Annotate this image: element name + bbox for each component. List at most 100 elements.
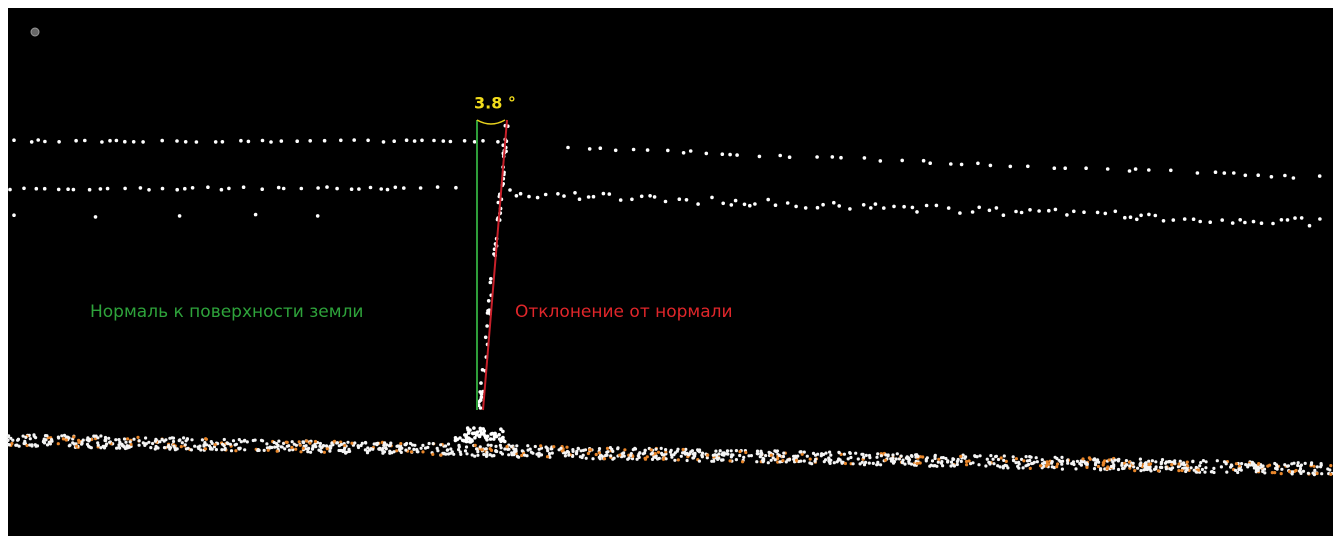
point (672, 453, 675, 456)
view-indicator (31, 28, 39, 36)
point (1216, 459, 1219, 462)
point (942, 456, 945, 459)
point (246, 440, 249, 443)
point (697, 449, 700, 452)
point (254, 439, 257, 442)
point (721, 152, 725, 156)
point (171, 436, 174, 439)
point (950, 461, 953, 464)
point (230, 449, 233, 452)
point (261, 139, 265, 143)
point (308, 139, 312, 143)
point (226, 441, 229, 444)
point (163, 446, 166, 449)
point (956, 463, 959, 466)
point (1082, 210, 1086, 214)
point (536, 196, 540, 200)
point (1020, 211, 1024, 215)
point (821, 203, 825, 207)
point (456, 438, 460, 442)
point (48, 441, 51, 444)
point (700, 454, 703, 457)
point (622, 451, 625, 454)
point (1304, 462, 1307, 465)
point (485, 453, 488, 456)
point (1108, 458, 1111, 461)
point (490, 444, 493, 447)
point (419, 186, 423, 190)
point (308, 442, 311, 445)
point (956, 460, 959, 463)
point (305, 439, 308, 442)
point (463, 433, 467, 437)
point (1307, 472, 1310, 475)
point (1037, 209, 1041, 213)
point (900, 455, 903, 458)
point (953, 464, 956, 467)
point (385, 447, 388, 450)
point (1196, 171, 1200, 175)
point (436, 185, 440, 189)
point (243, 448, 246, 451)
point (235, 443, 238, 446)
point (75, 445, 78, 448)
point (599, 146, 603, 150)
point (478, 435, 482, 439)
point (6, 439, 9, 442)
point (357, 187, 361, 191)
point (1283, 463, 1286, 466)
point (507, 448, 510, 451)
point (723, 451, 726, 454)
point (209, 446, 212, 449)
point (706, 456, 709, 459)
point (1169, 169, 1173, 173)
angle-label: 3.8 ° (474, 94, 516, 113)
point (234, 449, 237, 452)
point (50, 438, 53, 441)
point (66, 187, 70, 191)
point (650, 448, 653, 451)
point (214, 140, 218, 144)
point (598, 451, 601, 454)
point (482, 432, 486, 436)
point (277, 186, 281, 190)
point (352, 138, 356, 142)
point (99, 434, 102, 437)
point (601, 455, 604, 458)
point (1211, 470, 1214, 473)
point (812, 452, 815, 455)
point (141, 140, 145, 144)
point (1030, 462, 1033, 465)
point (163, 440, 166, 443)
point (618, 454, 621, 457)
point (616, 447, 619, 450)
point (482, 453, 485, 456)
point (383, 441, 386, 444)
point (486, 309, 490, 313)
point (902, 459, 905, 462)
point (46, 443, 49, 446)
point (144, 442, 147, 445)
point (215, 448, 218, 451)
point (1029, 467, 1032, 470)
point (1039, 464, 1042, 467)
point (753, 202, 757, 206)
point (1113, 459, 1116, 462)
point (759, 455, 762, 458)
point (503, 447, 506, 450)
point (8, 188, 12, 192)
point (277, 440, 280, 443)
point (432, 442, 435, 445)
point (958, 211, 962, 215)
point (1063, 166, 1067, 170)
point (442, 452, 445, 455)
point (1066, 462, 1069, 465)
point (644, 458, 647, 461)
point (1186, 461, 1189, 464)
point (1159, 466, 1162, 469)
point (992, 462, 995, 465)
point (357, 446, 360, 449)
point (1252, 220, 1256, 224)
point (868, 462, 871, 465)
point (986, 458, 989, 461)
